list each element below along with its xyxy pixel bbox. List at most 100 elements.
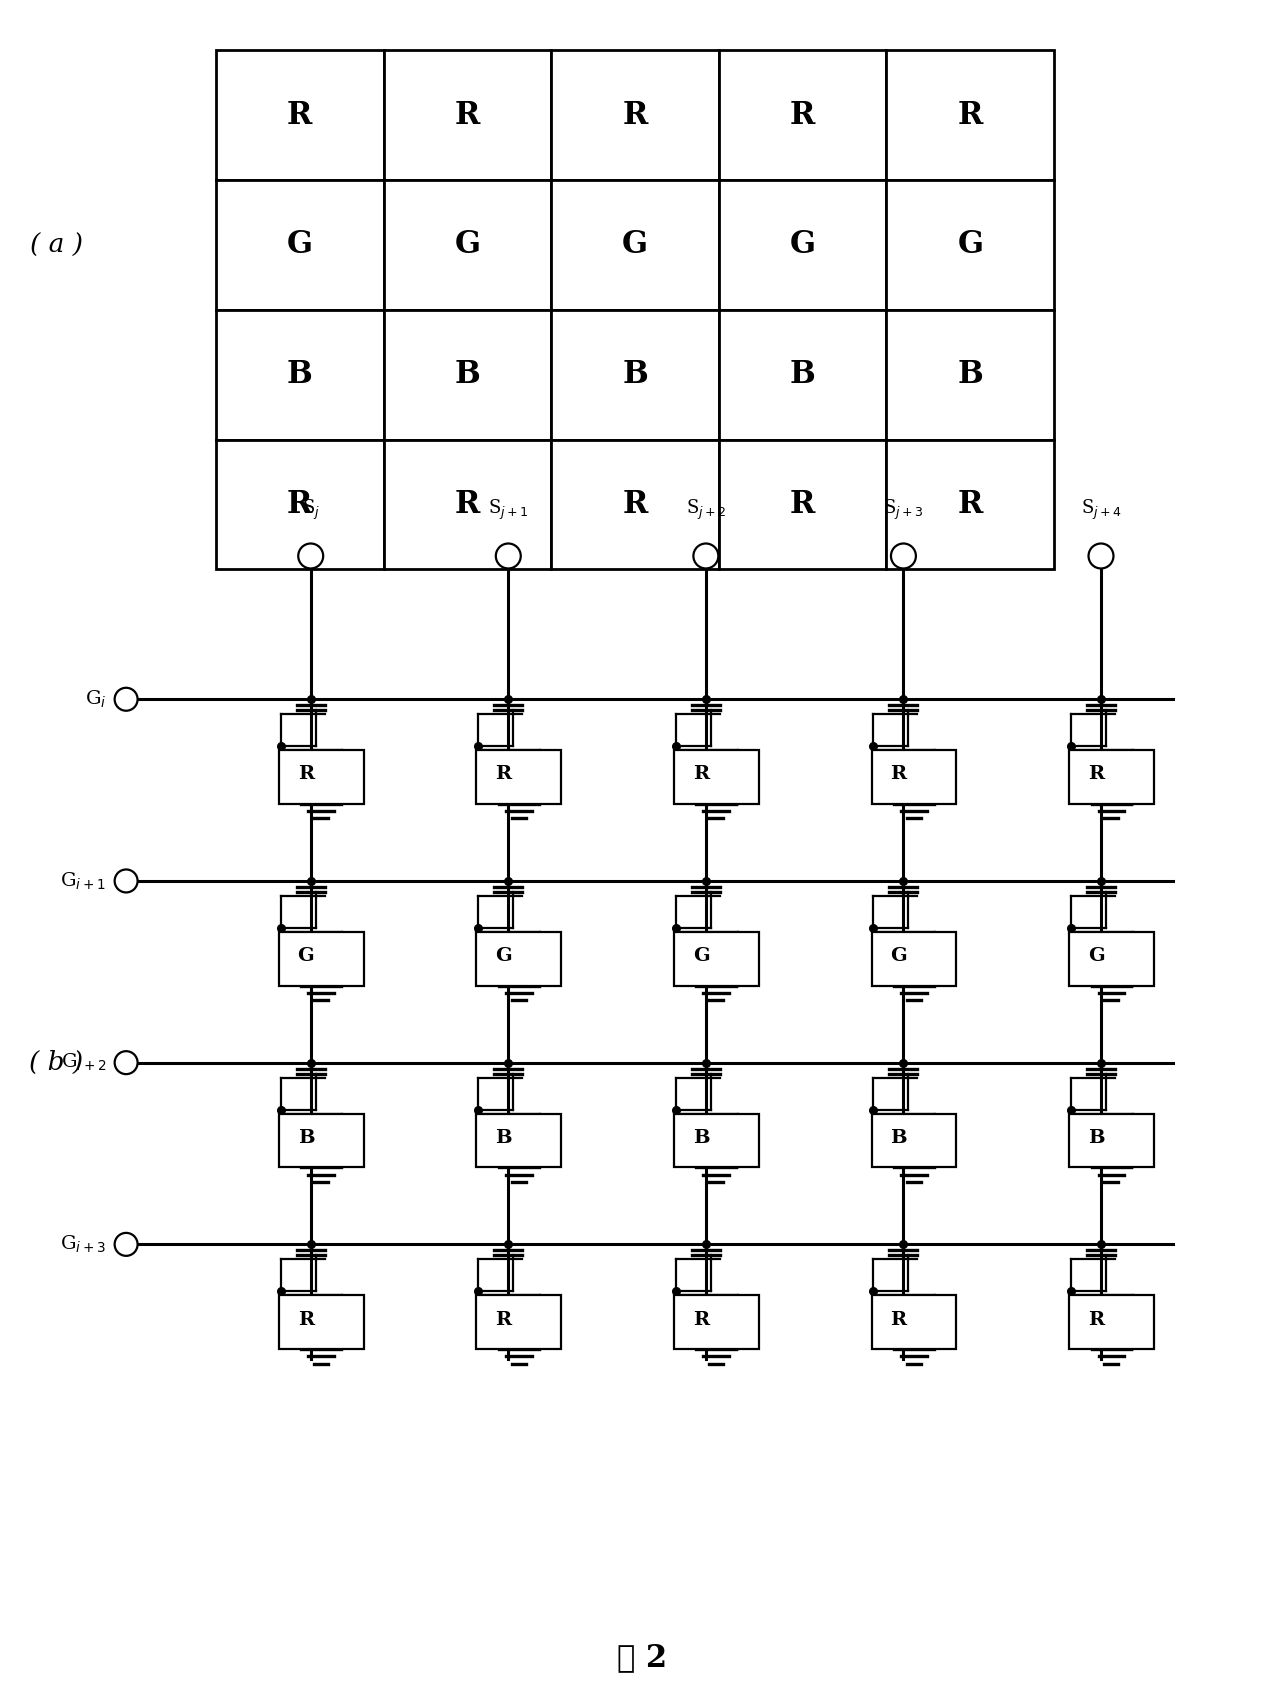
Text: G: G xyxy=(621,230,648,261)
Circle shape xyxy=(298,544,324,569)
Bar xyxy=(476,1295,561,1350)
Bar xyxy=(279,1114,363,1167)
Bar xyxy=(1070,1295,1154,1350)
Text: R: R xyxy=(891,1310,907,1329)
Circle shape xyxy=(114,869,137,893)
Text: G: G xyxy=(790,230,815,261)
Text: G: G xyxy=(298,947,315,964)
Bar xyxy=(551,181,719,310)
Text: B: B xyxy=(286,360,312,390)
Bar xyxy=(476,1114,561,1167)
Text: B: B xyxy=(455,360,480,390)
Text: B: B xyxy=(298,1128,315,1147)
Text: 图 2: 图 2 xyxy=(616,1643,668,1673)
Bar xyxy=(476,750,561,804)
Bar xyxy=(719,51,886,181)
Text: R: R xyxy=(298,1310,315,1329)
Text: G$_{i+2}$: G$_{i+2}$ xyxy=(60,1051,107,1074)
Text: R: R xyxy=(288,489,312,520)
Bar xyxy=(384,440,551,569)
Circle shape xyxy=(114,688,137,711)
Circle shape xyxy=(114,1234,137,1256)
Text: G: G xyxy=(1088,947,1104,964)
Text: G$_i$: G$_i$ xyxy=(85,688,107,711)
Bar xyxy=(872,1114,957,1167)
Bar xyxy=(674,750,759,804)
Text: B: B xyxy=(890,1128,907,1147)
Text: G$_{i+3}$: G$_{i+3}$ xyxy=(60,1234,107,1256)
Text: G: G xyxy=(455,230,480,261)
Text: S$_{j+2}$: S$_{j+2}$ xyxy=(686,498,725,521)
Text: G: G xyxy=(496,947,512,964)
Text: B: B xyxy=(496,1128,512,1147)
Bar xyxy=(674,932,759,987)
Circle shape xyxy=(496,544,521,569)
Bar xyxy=(279,1295,363,1350)
Bar xyxy=(384,310,551,440)
Text: S$_{j+1}$: S$_{j+1}$ xyxy=(488,498,529,521)
Text: G: G xyxy=(958,230,984,261)
Text: R: R xyxy=(298,765,315,784)
Text: R: R xyxy=(623,101,647,131)
Text: G: G xyxy=(693,947,709,964)
Text: B: B xyxy=(1088,1128,1104,1147)
Circle shape xyxy=(693,544,718,569)
Text: R: R xyxy=(958,101,984,131)
Bar xyxy=(872,1295,957,1350)
Text: R: R xyxy=(455,101,480,131)
Bar xyxy=(476,932,561,987)
Text: R: R xyxy=(693,765,709,784)
Bar xyxy=(384,181,551,310)
Text: R: R xyxy=(496,765,511,784)
Bar xyxy=(719,440,886,569)
Text: R: R xyxy=(288,101,312,131)
Text: R: R xyxy=(891,765,907,784)
Text: S$_{j+4}$: S$_{j+4}$ xyxy=(1081,498,1121,521)
Text: S$_{j+3}$: S$_{j+3}$ xyxy=(883,498,923,521)
Text: B: B xyxy=(790,360,815,390)
Text: R: R xyxy=(455,489,480,520)
Bar xyxy=(886,51,1054,181)
Bar xyxy=(886,440,1054,569)
Bar xyxy=(1070,1114,1154,1167)
Bar xyxy=(279,750,363,804)
Text: ( a ): ( a ) xyxy=(30,232,82,257)
Bar xyxy=(216,51,384,181)
Text: G: G xyxy=(286,230,313,261)
Text: R: R xyxy=(623,489,647,520)
Bar xyxy=(551,51,719,181)
Bar xyxy=(674,1295,759,1350)
Text: B: B xyxy=(693,1128,709,1147)
Text: R: R xyxy=(958,489,984,520)
Bar xyxy=(1070,932,1154,987)
Text: G: G xyxy=(890,947,907,964)
Text: R: R xyxy=(496,1310,511,1329)
Circle shape xyxy=(114,1051,137,1074)
Bar xyxy=(384,51,551,181)
Text: R: R xyxy=(790,489,815,520)
Text: B: B xyxy=(958,360,984,390)
Bar xyxy=(719,181,886,310)
Bar xyxy=(551,310,719,440)
Bar xyxy=(216,440,384,569)
Bar xyxy=(216,181,384,310)
Circle shape xyxy=(1089,544,1113,569)
Bar xyxy=(551,440,719,569)
Bar xyxy=(674,1114,759,1167)
Text: S$_j$: S$_j$ xyxy=(302,498,320,521)
Circle shape xyxy=(891,544,915,569)
Bar xyxy=(886,310,1054,440)
Text: G$_{i+1}$: G$_{i+1}$ xyxy=(60,871,107,891)
Text: ( b ): ( b ) xyxy=(30,1050,83,1075)
Bar xyxy=(279,932,363,987)
Bar xyxy=(719,310,886,440)
Text: B: B xyxy=(623,360,648,390)
Bar xyxy=(216,310,384,440)
Bar xyxy=(1070,750,1154,804)
Text: R: R xyxy=(1088,1310,1104,1329)
Text: R: R xyxy=(1088,765,1104,784)
Text: R: R xyxy=(790,101,815,131)
Text: R: R xyxy=(693,1310,709,1329)
Bar xyxy=(872,750,957,804)
Bar xyxy=(886,181,1054,310)
